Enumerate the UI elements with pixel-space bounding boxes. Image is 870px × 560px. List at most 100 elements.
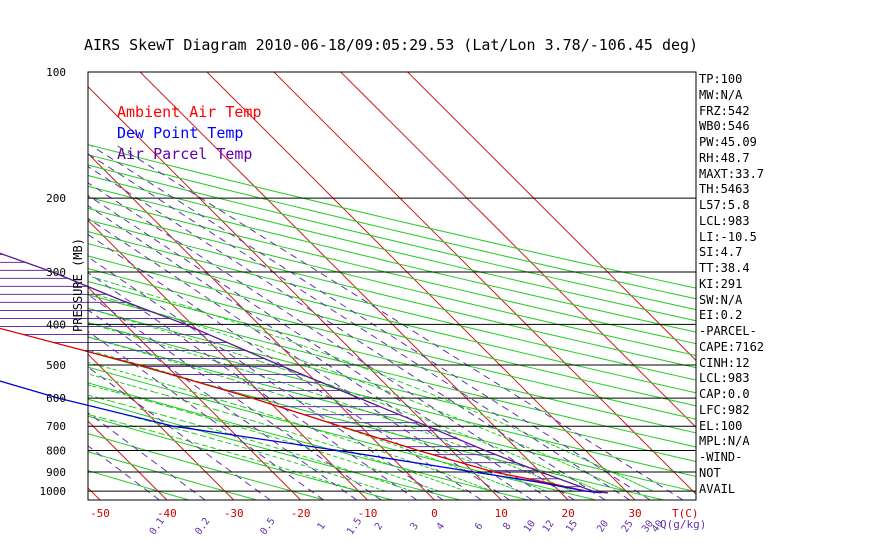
moist-adiabat-line [609,483,615,487]
dry-adiabat-line [300,337,317,343]
moist-adiabat-line [569,452,576,456]
moist-adiabat-line [303,360,315,366]
moist-adiabat-line [304,465,312,469]
moist-adiabat-line [192,391,204,396]
dry-adiabat-line [633,492,642,496]
dry-adiabat-line [629,328,650,334]
dry-adiabat-line [106,456,115,460]
dry-adiabat-line [87,280,97,285]
dry-adiabat-line [359,265,386,273]
dry-adiabat-line [194,412,205,416]
dry-adiabat-line [503,299,526,306]
dry-adiabat-line [547,309,569,316]
mixing-ratio-tick-label: 25 [620,518,636,534]
moist-adiabat-line [586,485,592,488]
dry-adiabat-line [625,304,649,311]
dry-adiabat-line [578,378,594,383]
dry-adiabat-line [597,309,620,316]
dry-adiabat-line [644,368,661,373]
dry-adiabat-line [496,309,518,316]
dry-adiabat-line [379,445,389,449]
moist-adiabat-line [574,454,580,458]
moist-adiabat-line [324,353,336,358]
moist-adiabat-line [415,440,423,445]
dry-adiabat-line [486,319,507,325]
dry-adiabat-line [298,492,306,496]
moist-adiabat-line [300,388,311,393]
moist-adiabat-line [484,477,491,481]
isotherm-line [87,153,435,501]
dry-adiabat-line [188,394,200,399]
dry-adiabat-line [501,415,513,419]
dry-adiabat-line [396,309,417,316]
dry-adiabat-line [433,357,450,362]
moist-adiabat-line [570,465,576,469]
dry-adiabat-line [396,483,405,487]
dry-adiabat-line [423,440,433,445]
dry-adiabat-line [575,304,598,311]
mixing-ratio-tick-label: 6 [473,521,485,532]
dry-adiabat-line [621,271,650,279]
dry-adiabat-line [598,438,609,442]
dry-adiabat-line [245,309,265,316]
dry-adiabat-line [185,461,193,465]
dry-adiabat-line [644,479,654,483]
moist-adiabat-line [290,461,299,465]
dry-adiabat-line [240,283,264,290]
dry-adiabat-line [477,486,486,490]
dry-adiabat-line [658,467,668,471]
moist-adiabat-line [186,430,196,435]
dry-adiabat-line [325,357,341,362]
moist-adiabat-line [236,353,249,358]
dry-adiabat-line [264,483,272,487]
dry-adiabat-line [494,443,505,447]
moist-adiabat-line [380,388,390,393]
dry-adiabat-line [457,337,476,343]
dry-adiabat-line [562,337,582,343]
dry-adiabat-line [195,337,212,343]
dry-adiabat-line [596,409,609,414]
dry-adiabat-line [602,299,626,306]
dry-adiabat-line [187,245,215,254]
index-item: EI:0.2 [699,308,743,323]
dry-adiabat-line [686,341,697,345]
dry-adiabat-line [525,353,543,359]
moist-adiabat-line [428,406,436,411]
dry-adiabat-line [628,364,645,370]
moist-adiabat-line [628,479,633,483]
moist-adiabat-line [301,445,310,449]
dry-adiabat-line [440,332,459,338]
moist-adiabat-line [159,403,170,408]
dry-adiabat-line [536,252,566,260]
moist-adiabat-line [388,473,395,477]
moist-adiabat-line [302,345,315,351]
dry-adiabat-line [311,496,319,499]
dry-adiabat-line [619,314,641,321]
moist-adiabat-line [282,467,290,471]
dry-adiabat-line [370,443,380,447]
moist-adiabat-line [313,458,321,463]
dry-adiabat-line [447,479,456,483]
moist-adiabat-line [114,283,133,290]
dry-adiabat-line [505,477,514,481]
moist-adiabat-line [316,450,324,454]
dry-adiabat-line [669,485,678,488]
dry-adiabat-line [283,332,301,338]
dry-adiabat-line [619,473,629,477]
moist-adiabat-line [314,364,325,370]
dry-adiabat-line [453,299,476,306]
moist-adiabat-line [330,454,338,458]
mixing-ratio-line [87,309,358,501]
moist-adiabat-line [177,375,190,380]
moist-adiabat-line [463,406,471,411]
dry-adiabat-line [573,494,582,497]
dry-adiabat-line [265,265,291,273]
pressure-tick-label: 200 [46,192,66,205]
index-item: -WIND- [699,450,743,464]
pressure-tick-label: 1000 [40,485,67,498]
dry-adiabat-line [142,178,182,190]
dry-adiabat-line [254,445,264,449]
moist-adiabat-line [373,425,382,430]
dry-adiabat-line [198,483,206,487]
dry-adiabat-line [653,481,662,485]
